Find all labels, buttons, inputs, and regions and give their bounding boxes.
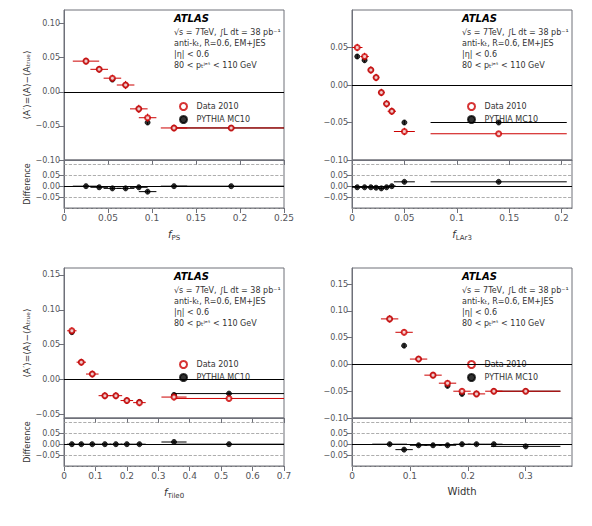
svg-text:|η| < 0.6: |η| < 0.6 bbox=[174, 308, 209, 317]
svg-text:0.00: 0.00 bbox=[42, 182, 60, 191]
svg-text:PYTHIA MC10: PYTHIA MC10 bbox=[484, 115, 538, 124]
svg-text:0.1: 0.1 bbox=[403, 471, 417, 481]
svg-text:Data 2010: Data 2010 bbox=[197, 360, 239, 369]
svg-text:Tile0: Tile0 bbox=[166, 492, 184, 500]
svg-text:0.1: 0.1 bbox=[450, 213, 464, 223]
svg-text:0: 0 bbox=[349, 471, 355, 481]
svg-text:0.1: 0.1 bbox=[88, 471, 102, 481]
svg-text:|η| < 0.6: |η| < 0.6 bbox=[462, 308, 497, 317]
svg-text:PYTHIA MC10: PYTHIA MC10 bbox=[485, 373, 538, 382]
svg-text:Data 2010: Data 2010 bbox=[485, 102, 527, 111]
svg-text:0.1: 0.1 bbox=[145, 213, 159, 223]
svg-text:0.05: 0.05 bbox=[330, 43, 348, 52]
svg-text:−0.05: −0.05 bbox=[323, 387, 348, 396]
svg-text:√s = 7TeV, ∫L dt = 38 pb⁻¹: √s = 7TeV, ∫L dt = 38 pb⁻¹ bbox=[462, 28, 569, 37]
svg-text:0.00: 0.00 bbox=[42, 375, 60, 384]
svg-text:0.05: 0.05 bbox=[42, 53, 60, 62]
svg-text:80 < pₜʲᵉᵗ < 110 GeV: 80 < pₜʲᵉᵗ < 110 GeV bbox=[174, 319, 257, 328]
svg-text:0.7: 0.7 bbox=[277, 471, 291, 481]
svg-text:0.2: 0.2 bbox=[233, 213, 247, 223]
svg-text:0.4: 0.4 bbox=[183, 471, 198, 481]
svg-text:0: 0 bbox=[61, 471, 67, 481]
svg-text:−0.10: −0.10 bbox=[35, 156, 60, 165]
svg-text:−0.05: −0.05 bbox=[35, 410, 60, 419]
svg-text:anti-kₜ, R=0.6, EM+JES: anti-kₜ, R=0.6, EM+JES bbox=[174, 39, 266, 48]
svg-text:Width: Width bbox=[447, 486, 476, 497]
svg-text:0.5: 0.5 bbox=[214, 471, 228, 481]
svg-text:ATLAS: ATLAS bbox=[173, 13, 209, 24]
svg-text:0.2: 0.2 bbox=[120, 471, 134, 481]
svg-text:0.00: 0.00 bbox=[42, 440, 60, 449]
svg-text:0: 0 bbox=[61, 213, 67, 223]
svg-text:0.2: 0.2 bbox=[554, 213, 568, 223]
svg-text:PS: PS bbox=[171, 234, 180, 242]
svg-text:0.05: 0.05 bbox=[330, 171, 348, 180]
svg-text:anti-kₜ, R=0.6, EM+JES: anti-kₜ, R=0.6, EM+JES bbox=[174, 297, 266, 306]
svg-text:0.10: 0.10 bbox=[330, 306, 348, 315]
svg-text:0.00: 0.00 bbox=[42, 87, 60, 96]
svg-text:|η| < 0.6: |η| < 0.6 bbox=[174, 50, 209, 59]
svg-text:Difference: Difference bbox=[23, 163, 32, 204]
svg-text:0.3: 0.3 bbox=[151, 471, 165, 481]
svg-text:0.2: 0.2 bbox=[461, 471, 475, 481]
svg-text:80 < pₜʲᵉᵗ < 110 GeV: 80 < pₜʲᵉᵗ < 110 GeV bbox=[174, 61, 257, 70]
svg-text:80 < pₜʲᵉᵗ < 110 GeV: 80 < pₜʲᵉᵗ < 110 GeV bbox=[462, 61, 545, 70]
svg-text:√s = 7TeV, ∫L dt = 38 pb⁻¹: √s = 7TeV, ∫L dt = 38 pb⁻¹ bbox=[174, 286, 281, 295]
svg-text:Data 2010: Data 2010 bbox=[197, 102, 239, 111]
svg-text:0.00: 0.00 bbox=[330, 81, 348, 90]
svg-text:80 < pₜʲᵉᵗ < 110 GeV: 80 < pₜʲᵉᵗ < 110 GeV bbox=[462, 319, 545, 328]
svg-text:f: f bbox=[452, 229, 456, 240]
svg-text:0.15: 0.15 bbox=[499, 213, 519, 223]
svg-text:ATLAS: ATLAS bbox=[461, 271, 497, 282]
svg-text:0.00: 0.00 bbox=[330, 182, 348, 191]
svg-text:−0.05: −0.05 bbox=[323, 193, 348, 202]
svg-text:anti-kₜ, R=0.6, EM+JES: anti-kₜ, R=0.6, EM+JES bbox=[462, 297, 554, 306]
svg-text:f: f bbox=[163, 487, 168, 498]
svg-text:√s = 7TeV, ∫L dt = 38 pb⁻¹: √s = 7TeV, ∫L dt = 38 pb⁻¹ bbox=[462, 286, 569, 295]
svg-text:−0.10: −0.10 bbox=[323, 414, 348, 423]
svg-text:0.15: 0.15 bbox=[330, 280, 348, 289]
svg-text:−0.05: −0.05 bbox=[35, 121, 60, 130]
svg-text:0.25: 0.25 bbox=[274, 213, 294, 223]
svg-text:−0.05: −0.05 bbox=[35, 193, 60, 202]
svg-text:0.00: 0.00 bbox=[330, 440, 348, 449]
svg-text:|η| < 0.6: |η| < 0.6 bbox=[462, 50, 497, 59]
svg-text:0.10: 0.10 bbox=[42, 19, 60, 28]
svg-text:0.3: 0.3 bbox=[519, 471, 533, 481]
svg-text:−0.05: −0.05 bbox=[323, 451, 348, 460]
svg-text:0.00: 0.00 bbox=[330, 360, 348, 369]
svg-text:0.05: 0.05 bbox=[42, 171, 60, 180]
svg-text:⟨A′⟩=⟨A⟩−⟨Aₜᵣᵤₑ⟩: ⟨A′⟩=⟨A⟩−⟨Aₜᵣᵤₑ⟩ bbox=[22, 308, 32, 377]
svg-text:0.15: 0.15 bbox=[186, 213, 206, 223]
svg-text:0: 0 bbox=[349, 213, 355, 223]
svg-text:0.15: 0.15 bbox=[42, 270, 60, 279]
svg-text:PYTHIA MC10: PYTHIA MC10 bbox=[197, 373, 250, 382]
svg-text:0.6: 0.6 bbox=[245, 471, 260, 481]
svg-text:−0.05: −0.05 bbox=[35, 451, 60, 460]
svg-text:0.05: 0.05 bbox=[98, 213, 118, 223]
svg-text:0.05: 0.05 bbox=[394, 213, 414, 223]
svg-text:Difference: Difference bbox=[23, 421, 32, 462]
svg-text:LAr3: LAr3 bbox=[456, 234, 472, 242]
svg-text:0.05: 0.05 bbox=[42, 429, 60, 438]
svg-text:f: f bbox=[167, 229, 172, 240]
svg-text:0.05: 0.05 bbox=[42, 340, 60, 349]
svg-text:0.05: 0.05 bbox=[330, 429, 348, 438]
svg-text:−0.05: −0.05 bbox=[323, 118, 348, 127]
svg-text:ATLAS: ATLAS bbox=[173, 271, 209, 282]
svg-text:anti-kₜ, R=0.6, EM+JES: anti-kₜ, R=0.6, EM+JES bbox=[462, 39, 554, 48]
svg-text:0.10: 0.10 bbox=[42, 305, 60, 314]
svg-text:√s = 7TeV, ∫L dt = 38 pb⁻¹: √s = 7TeV, ∫L dt = 38 pb⁻¹ bbox=[174, 28, 281, 37]
svg-text:PYTHIA MC10: PYTHIA MC10 bbox=[197, 115, 250, 124]
svg-text:Data 2010: Data 2010 bbox=[484, 360, 527, 369]
svg-text:⟨A′⟩=⟨A⟩−⟨Aₜᵣᵤₑ⟩: ⟨A′⟩=⟨A⟩−⟨Aₜᵣᵤₑ⟩ bbox=[22, 50, 32, 119]
svg-text:0.05: 0.05 bbox=[330, 333, 348, 342]
svg-text:ATLAS: ATLAS bbox=[461, 13, 497, 24]
svg-text:−0.10: −0.10 bbox=[323, 156, 348, 165]
